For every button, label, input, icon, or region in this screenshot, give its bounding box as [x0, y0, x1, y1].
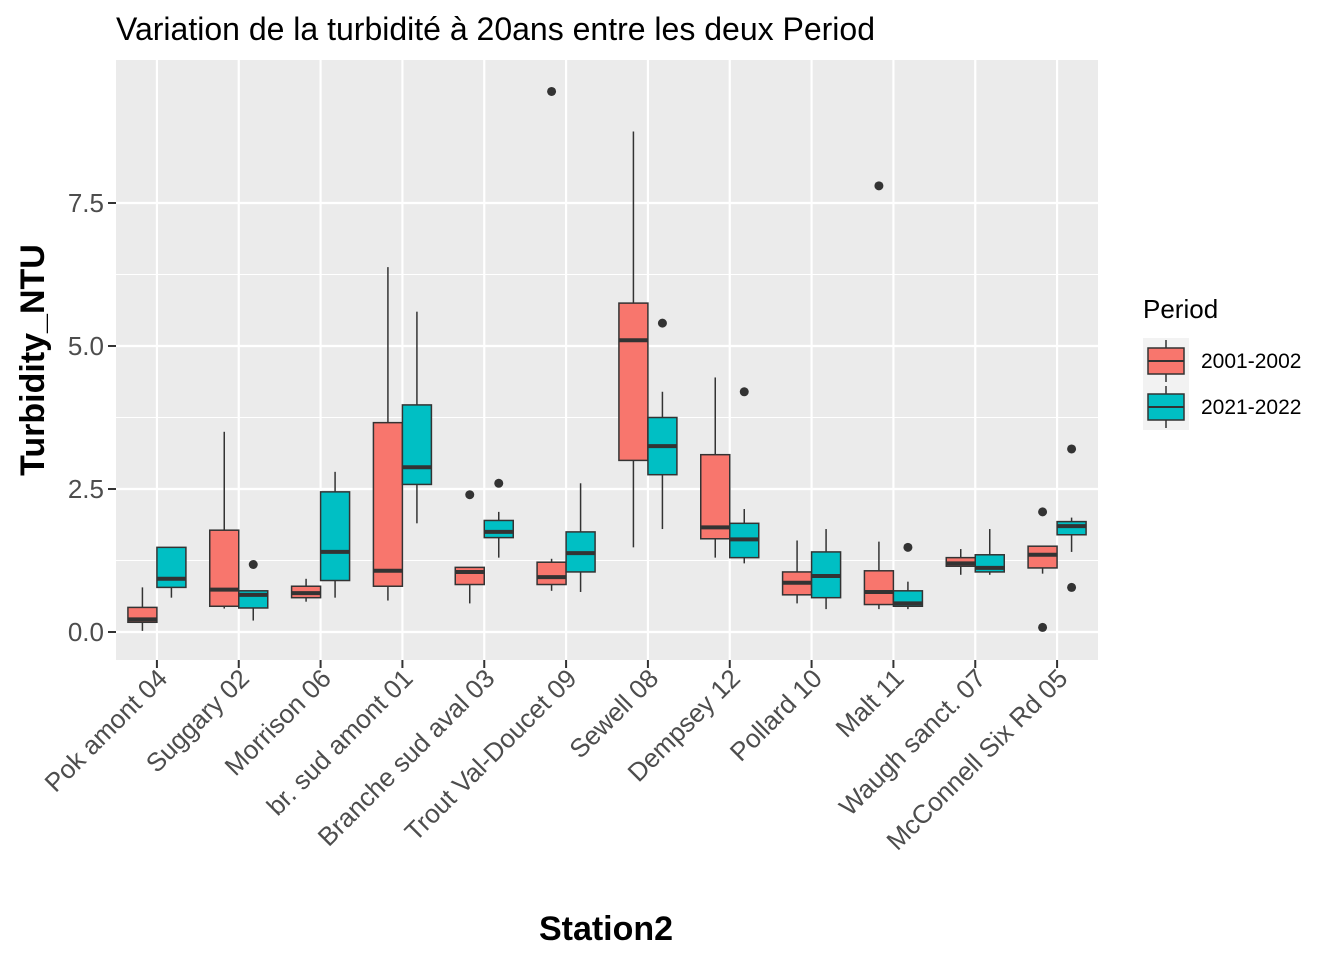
plot-panel	[116, 60, 1098, 660]
y-tick-label: 2.5	[68, 474, 104, 504]
y-tick-label: 7.5	[68, 188, 104, 218]
legend-label: 2001-2002	[1201, 350, 1301, 373]
x-tick-label: Waugh sanct. 07	[833, 663, 992, 822]
box-iqr	[1028, 546, 1057, 568]
outlier-point	[1038, 507, 1047, 516]
box-iqr	[455, 567, 484, 584]
box-iqr	[402, 405, 431, 485]
box-iqr	[619, 303, 648, 460]
outlier-point	[249, 560, 258, 569]
outlier-point	[547, 87, 556, 96]
x-tick-label: br. sud amont 01	[260, 663, 418, 821]
box-iqr	[210, 530, 239, 606]
box-iqr	[484, 520, 513, 537]
outlier-point	[658, 319, 667, 328]
legend-label: 2021-2022	[1201, 396, 1301, 419]
box-iqr	[537, 562, 566, 584]
box-iqr	[321, 492, 350, 581]
x-axis-title: Station2	[539, 910, 673, 948]
outlier-point	[1067, 444, 1076, 453]
box-iqr	[1057, 522, 1086, 535]
x-tick-label: Pok amont 04	[38, 663, 173, 798]
outlier-point	[740, 387, 749, 396]
box-iqr	[373, 423, 402, 587]
outlier-point	[874, 181, 883, 190]
y-axis: 0.0 2.5 5.0 7.5	[68, 188, 116, 647]
box-iqr	[864, 571, 893, 605]
y-axis-title: Turbidity_NTU	[14, 244, 52, 476]
outlier-point	[903, 543, 912, 552]
x-tick-label: Malt 11	[830, 663, 910, 743]
outlier-point	[465, 490, 474, 499]
y-tick-label: 0.0	[68, 617, 104, 647]
legend-title: Period	[1143, 294, 1218, 324]
chart-title: Variation de la turbidité à 20ans entre …	[116, 11, 875, 47]
outlier-point	[1038, 623, 1047, 632]
box-iqr	[157, 547, 186, 587]
legend: Period 2001-2002 2021-2022	[1143, 294, 1301, 430]
outlier-point	[494, 479, 503, 488]
outlier-point	[1067, 583, 1076, 592]
y-tick-label: 5.0	[68, 331, 104, 361]
